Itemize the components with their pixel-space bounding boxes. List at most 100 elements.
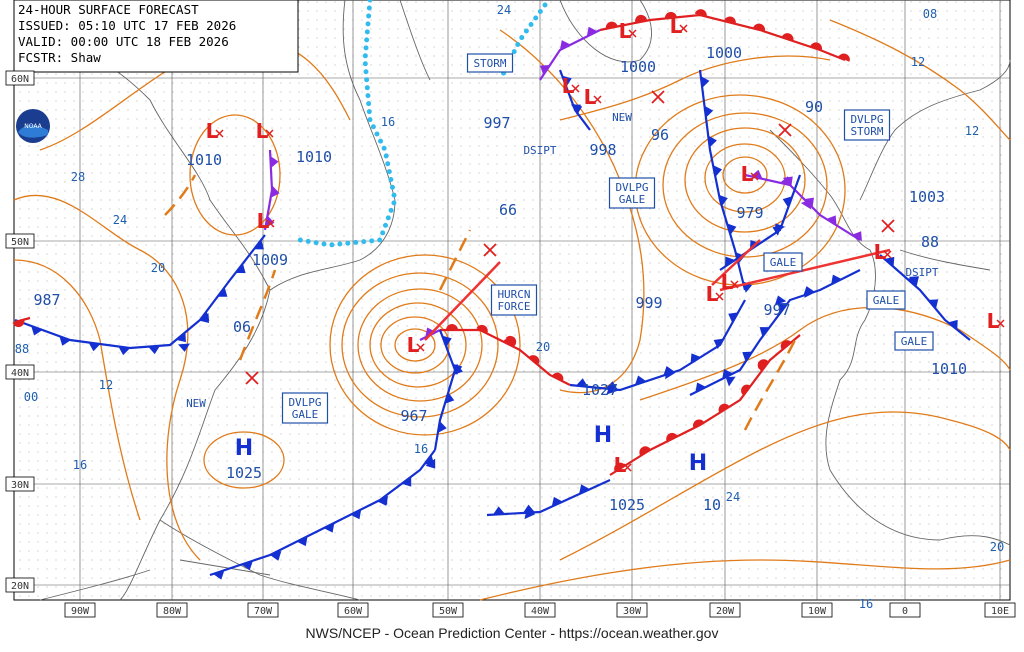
forecast-position-x xyxy=(483,243,497,257)
low-center: L xyxy=(257,209,270,233)
isobar-label: 88 xyxy=(15,342,29,356)
graticule xyxy=(14,0,1010,600)
low-center: L xyxy=(619,19,632,43)
lon-label-box xyxy=(156,602,188,618)
front-symbol xyxy=(707,135,717,148)
boxed-label: STORM xyxy=(850,125,883,138)
front-symbol xyxy=(772,224,783,236)
high-center: H xyxy=(235,436,253,461)
front-symbol xyxy=(444,392,455,404)
front-symbol xyxy=(476,324,488,334)
isobar-label: 16 xyxy=(859,597,873,611)
header-line: ISSUED: 05:10 UTC 17 FEB 2026 xyxy=(18,18,236,33)
low-center: L xyxy=(584,85,597,109)
front-symbol xyxy=(713,338,724,350)
low-center: L xyxy=(256,119,269,143)
front-symbol xyxy=(296,536,308,547)
front-symbol xyxy=(713,165,723,177)
troughs xyxy=(164,174,797,431)
boxed-label-frame xyxy=(763,252,803,272)
pressure-label: 1009 xyxy=(252,251,288,269)
front-symbol xyxy=(551,496,563,507)
front-symbol xyxy=(453,363,463,376)
lat-label-box xyxy=(5,70,35,86)
front-symbol xyxy=(759,327,770,337)
front-symbol xyxy=(704,105,714,118)
front-symbol xyxy=(59,336,71,346)
low-tracks xyxy=(424,239,891,341)
low-center: L xyxy=(741,162,754,186)
forecast-position-x xyxy=(245,371,259,385)
front-symbol xyxy=(425,458,436,469)
forecast-position-x xyxy=(881,219,895,233)
front-symbol xyxy=(664,11,677,19)
isobar-label: 08 xyxy=(923,7,937,21)
lon-label-box xyxy=(709,602,741,618)
front-symbol xyxy=(694,9,707,17)
front-symbol xyxy=(559,40,571,51)
front-symbol xyxy=(722,369,733,379)
pressure-label: 997 xyxy=(763,301,790,319)
low-position-x xyxy=(571,84,580,93)
pressure-label: 10 xyxy=(703,496,721,514)
front-symbol xyxy=(665,369,676,380)
front-symbol xyxy=(700,75,710,88)
logo-text: NOAA xyxy=(24,123,42,130)
cold-front xyxy=(209,449,436,577)
lat-label-box xyxy=(5,476,35,492)
front-symbol xyxy=(522,504,535,513)
boxed-label: GALE xyxy=(292,408,319,421)
front-symbol xyxy=(757,359,769,370)
pressure-label: 979 xyxy=(736,204,763,222)
isobar-label: 16 xyxy=(73,458,87,472)
front-symbol xyxy=(401,476,412,487)
front-symbol xyxy=(909,276,920,287)
front-symbol xyxy=(947,319,958,330)
warm-front xyxy=(14,316,31,324)
lon-label-box xyxy=(889,602,921,618)
front-symbol xyxy=(666,432,678,442)
lat-label: 30N xyxy=(11,480,29,491)
pressure-label: 66 xyxy=(499,201,517,219)
front-symbol xyxy=(831,274,842,285)
front-symbol xyxy=(323,522,335,533)
low-position-x xyxy=(215,129,224,138)
front-symbol xyxy=(241,560,253,571)
boxed-label: GALE xyxy=(619,193,646,206)
pressure-label: 998 xyxy=(589,141,616,159)
isobar-label: 24 xyxy=(726,490,740,504)
front-symbol xyxy=(575,378,588,387)
low-center: L xyxy=(407,333,420,357)
lon-label: 50W xyxy=(439,606,458,617)
low-position-x xyxy=(623,463,632,472)
front-symbol xyxy=(727,223,737,235)
pressure-label: 1010 xyxy=(296,148,332,166)
boxed-label: DVLPG xyxy=(850,113,883,126)
front-symbol xyxy=(12,319,25,328)
lon-label: 90W xyxy=(71,606,90,617)
low-position-x xyxy=(679,24,688,33)
front-symbol xyxy=(551,372,564,382)
front-symbol xyxy=(724,256,735,267)
isobar-label: 12 xyxy=(911,55,925,69)
header-box xyxy=(13,0,299,73)
front-symbol xyxy=(270,155,279,168)
front-symbol xyxy=(884,256,895,267)
front-symbol xyxy=(88,342,101,352)
low-center: L xyxy=(706,282,719,306)
front-symbol xyxy=(774,295,787,306)
front-symbol xyxy=(634,375,647,386)
front-symbol xyxy=(528,355,540,365)
front-symbol xyxy=(579,484,590,495)
footer: NWS/NCEP - Ocean Prediction Center - htt… xyxy=(306,625,719,641)
lat-label-box xyxy=(5,364,35,380)
low-position-x xyxy=(996,319,1005,328)
front-symbol xyxy=(810,42,822,51)
front-symbol xyxy=(826,215,837,226)
front-symbol xyxy=(586,26,598,37)
front-symbol xyxy=(690,353,701,364)
front-symbol xyxy=(437,421,447,433)
lon-label: 10E xyxy=(991,606,1009,617)
pressure-label: 1003 xyxy=(909,188,945,206)
lat-label-box xyxy=(5,577,35,593)
